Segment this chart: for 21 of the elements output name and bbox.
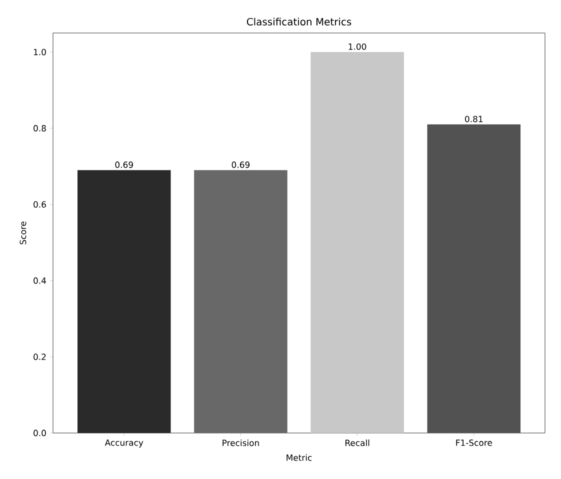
y-tick-label: 0.0 — [34, 430, 46, 436]
x-tick-label: F1-Score — [456, 440, 492, 446]
data-label: 1.00 — [348, 43, 366, 50]
data-label: 0.69 — [115, 162, 133, 168]
data-label: 0.69 — [232, 162, 250, 168]
y-tick-label: 0.8 — [34, 125, 46, 132]
x-axis-title: Metric — [286, 454, 312, 461]
x-tick-label: Recall — [345, 440, 370, 446]
chart-title: Classification Metrics — [246, 18, 352, 26]
bar — [310, 52, 404, 433]
x-tick-label: Precision — [222, 440, 259, 446]
y-tick-label: 0.4 — [34, 277, 46, 284]
y-tick-label: 0.6 — [34, 201, 46, 208]
data-label: 0.81 — [465, 116, 483, 122]
y-tick-label: 1.0 — [34, 48, 46, 56]
bar — [427, 124, 521, 433]
bar — [77, 170, 171, 433]
bar — [194, 170, 288, 433]
y-tick-label: 0.2 — [34, 354, 46, 360]
x-tick-label: Accuracy — [104, 440, 144, 448]
y-axis-title: Score — [20, 222, 26, 244]
